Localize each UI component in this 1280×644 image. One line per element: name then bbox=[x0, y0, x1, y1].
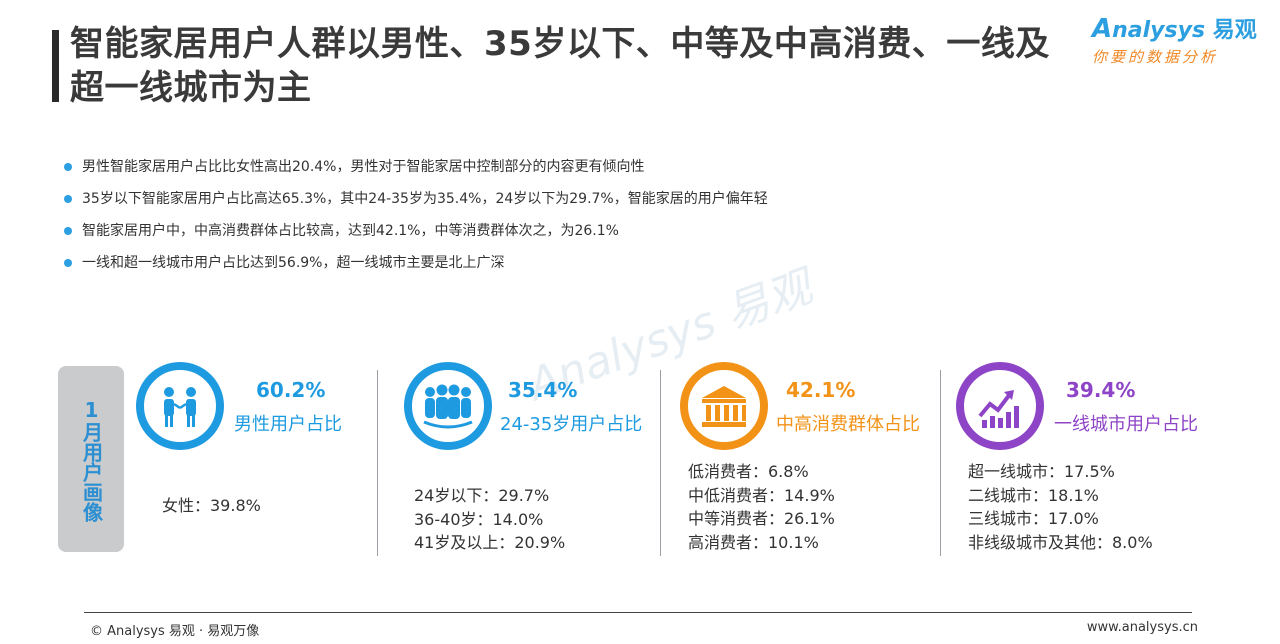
footer-divider bbox=[84, 612, 1192, 613]
stats-list: 超一线城市：17.5% 二线城市：18.1% 三线城市：17.0% 非线级城市及… bbox=[968, 460, 1153, 554]
percent-value: 35.4% bbox=[508, 378, 578, 402]
percent-value: 42.1% bbox=[786, 378, 856, 402]
side-tab-label: 1月用户画像 bbox=[79, 398, 104, 522]
list-item: 高消费者：10.1% bbox=[688, 532, 819, 552]
people-talking-icon bbox=[136, 362, 224, 450]
list-item: 36-40岁：14.0% bbox=[414, 509, 544, 529]
brand-name: Analysys 易观 bbox=[1092, 14, 1257, 44]
growth-chart-icon bbox=[956, 362, 1044, 450]
block-label: 一线城市用户占比 bbox=[1054, 414, 1198, 435]
block-label: 24-35岁用户占比 bbox=[500, 414, 643, 435]
list-item: 非线级城市及其他：8.0% bbox=[968, 532, 1153, 552]
list-item: 二线城市：18.1% bbox=[968, 485, 1099, 505]
list-item: 超一线城市：17.5% bbox=[968, 462, 1115, 481]
column-divider bbox=[377, 370, 378, 556]
title-accent-bar bbox=[52, 30, 59, 102]
group-people-icon bbox=[404, 362, 492, 450]
list-item: 女性：39.8% bbox=[162, 496, 261, 515]
side-tab: 1月用户画像 bbox=[58, 366, 124, 552]
percent-value: 60.2% bbox=[256, 378, 326, 402]
list-item: 低消费者：6.8% bbox=[688, 462, 809, 481]
list-item: 一线和超一线城市用户占比达到56.9%，超一线城市主要是北上广深 bbox=[64, 254, 768, 286]
block-label: 中高消费群体占比 bbox=[776, 414, 920, 435]
list-item: 中等消费者：26.1% bbox=[688, 509, 835, 528]
list-item: 41岁及以上：20.9% bbox=[414, 533, 566, 552]
bullet-dot-icon bbox=[64, 259, 72, 267]
stats-list: 女性：39.8% bbox=[162, 494, 261, 518]
block-label: 男性用户占比 bbox=[234, 414, 342, 435]
bank-building-icon bbox=[680, 362, 768, 450]
list-item: 35岁以下智能家居用户占比高达65.3%，其中24-35岁为35.4%，24岁以… bbox=[64, 190, 768, 222]
bullet-dot-icon bbox=[64, 227, 72, 235]
bullet-dot-icon bbox=[64, 163, 72, 171]
column-divider bbox=[940, 370, 941, 556]
list-item: 智能家居用户中，中高消费群体占比较高，达到42.1%，中等消费群体次之，为26.… bbox=[64, 222, 768, 254]
bullet-dot-icon bbox=[64, 195, 72, 203]
column-divider bbox=[660, 370, 661, 556]
list-item: 中低消费者：14.9% bbox=[688, 485, 835, 505]
footer-copyright: © Analysys 易观 · 易观万像 bbox=[90, 624, 260, 639]
footer-url: www.analysys.cn bbox=[1086, 620, 1198, 635]
list-item: 男性智能家居用户占比比女性高出20.4%，男性对于智能家居中控制部分的内容更有倾… bbox=[64, 158, 768, 190]
percent-value: 39.4% bbox=[1066, 378, 1136, 402]
page-title: 智能家居用户人群以男性、35岁以下、中等及中高消费、一线及超一线城市为主 bbox=[70, 24, 1050, 108]
brand-logo: Analysys 易观 你要的数据分析 bbox=[1092, 12, 1257, 67]
stats-list: 24岁以下：29.7% 36-40岁：14.0% 41岁及以上：20.9% bbox=[414, 484, 565, 555]
summary-list: 男性智能家居用户占比比女性高出20.4%，男性对于智能家居中控制部分的内容更有倾… bbox=[64, 158, 768, 286]
list-item: 24岁以下：29.7% bbox=[414, 486, 550, 505]
brand-slogan: 你要的数据分析 bbox=[1092, 48, 1219, 66]
stats-list: 低消费者：6.8% 中低消费者：14.9% 中等消费者：26.1% 高消费者：1… bbox=[688, 460, 835, 554]
list-item: 三线城市：17.0% bbox=[968, 509, 1099, 528]
